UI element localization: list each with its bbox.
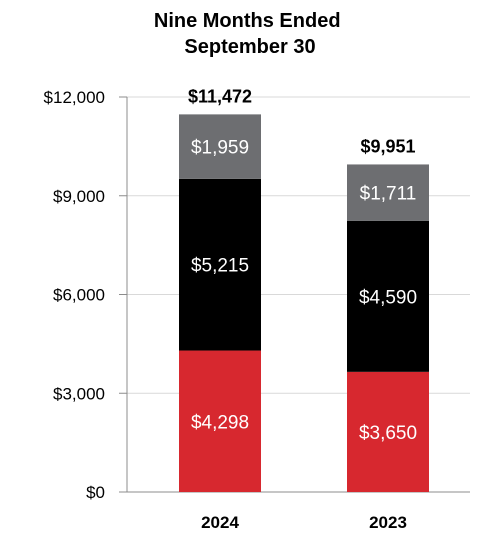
bar-segment-2023-1 bbox=[347, 220, 429, 372]
labels: $4,298 $5,215 $1,959 $11,472 2024 $3,650 $4,59… bbox=[188, 86, 417, 532]
total-label-2024: $11,472 bbox=[188, 86, 252, 106]
y-tick-label-0: $0 bbox=[86, 483, 105, 502]
segment-label-2024-1: $5,215 bbox=[191, 256, 249, 277]
segment-label-2023-2: $1,711 bbox=[360, 184, 417, 205]
bar-segment-2023-0 bbox=[347, 371, 429, 492]
segment-label-2024-2: $1,959 bbox=[191, 138, 249, 159]
segment-label-2023-1: $4,590 bbox=[359, 287, 417, 308]
chart-title-line-2: September 30 bbox=[184, 36, 315, 58]
segment-label-2023-0: $3,650 bbox=[359, 423, 417, 444]
bar-segment-2024-0 bbox=[179, 350, 261, 492]
x-category-label-2023: 2023 bbox=[369, 513, 407, 532]
segment-label-2024-0: $4,298 bbox=[191, 412, 249, 433]
bars bbox=[179, 114, 429, 492]
chart-title: Nine Months Ended September 30 bbox=[154, 10, 346, 58]
y-tick-label-3: $9,000 bbox=[53, 187, 105, 206]
axes: $0 $3,000 $6,000 $9,000 $12,000 bbox=[44, 88, 470, 502]
bar-segment-2024-2 bbox=[179, 114, 261, 179]
chart-title-line-1: Nine Months Ended bbox=[154, 10, 341, 32]
x-category-label-2024: 2024 bbox=[201, 513, 239, 532]
y-tick-label-1: $3,000 bbox=[53, 384, 105, 403]
y-tick-label-2: $6,000 bbox=[53, 286, 105, 305]
y-tick-label-4: $12,000 bbox=[44, 88, 105, 107]
bar-segment-2023-2 bbox=[347, 164, 429, 221]
total-label-2023: $9,951 bbox=[360, 136, 415, 156]
bar-segment-2024-1 bbox=[179, 178, 261, 351]
